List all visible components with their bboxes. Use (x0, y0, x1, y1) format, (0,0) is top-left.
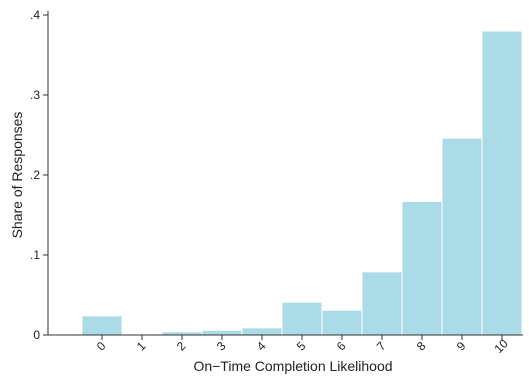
bar-6 (321, 309, 363, 336)
bar-4 (241, 327, 283, 336)
x-tick-label: 2 (174, 339, 189, 354)
x-tick-label: 6 (334, 339, 349, 354)
x-tick-label: 5 (294, 339, 309, 354)
bar-0 (81, 315, 123, 336)
bar-5 (281, 301, 323, 336)
bar-9 (441, 137, 483, 336)
y-tick-label: 0 (33, 328, 40, 342)
bar-3 (201, 329, 243, 336)
x-axis-title: On−Time Completion Likelihood (193, 358, 392, 374)
y-tick-label: .3 (30, 88, 40, 102)
y-tick-label: .2 (30, 168, 40, 182)
x-tick-label: 9 (454, 339, 469, 354)
y-axis-title: Share of Responses (9, 112, 25, 239)
y-tick-label: .1 (30, 248, 40, 262)
bar-7 (361, 271, 403, 336)
x-tick-label: 8 (414, 339, 429, 354)
bar-10 (481, 30, 523, 336)
x-ticks-group: 0 1 2 3 4 5 6 7 8 9 10 (94, 335, 511, 356)
bars-group (81, 30, 523, 336)
x-tick-label: 4 (254, 339, 269, 354)
x-tick-label: 0 (94, 339, 109, 354)
x-tick-label: 3 (214, 339, 229, 354)
x-tick-label: 10 (491, 336, 511, 356)
y-tick-label: .4 (30, 8, 40, 22)
x-tick-label: 1 (134, 339, 149, 354)
bar-8 (401, 200, 443, 336)
x-tick-label: 7 (374, 339, 389, 354)
y-ticks-group: 0 .1 .2 .3 .4 (30, 8, 48, 342)
